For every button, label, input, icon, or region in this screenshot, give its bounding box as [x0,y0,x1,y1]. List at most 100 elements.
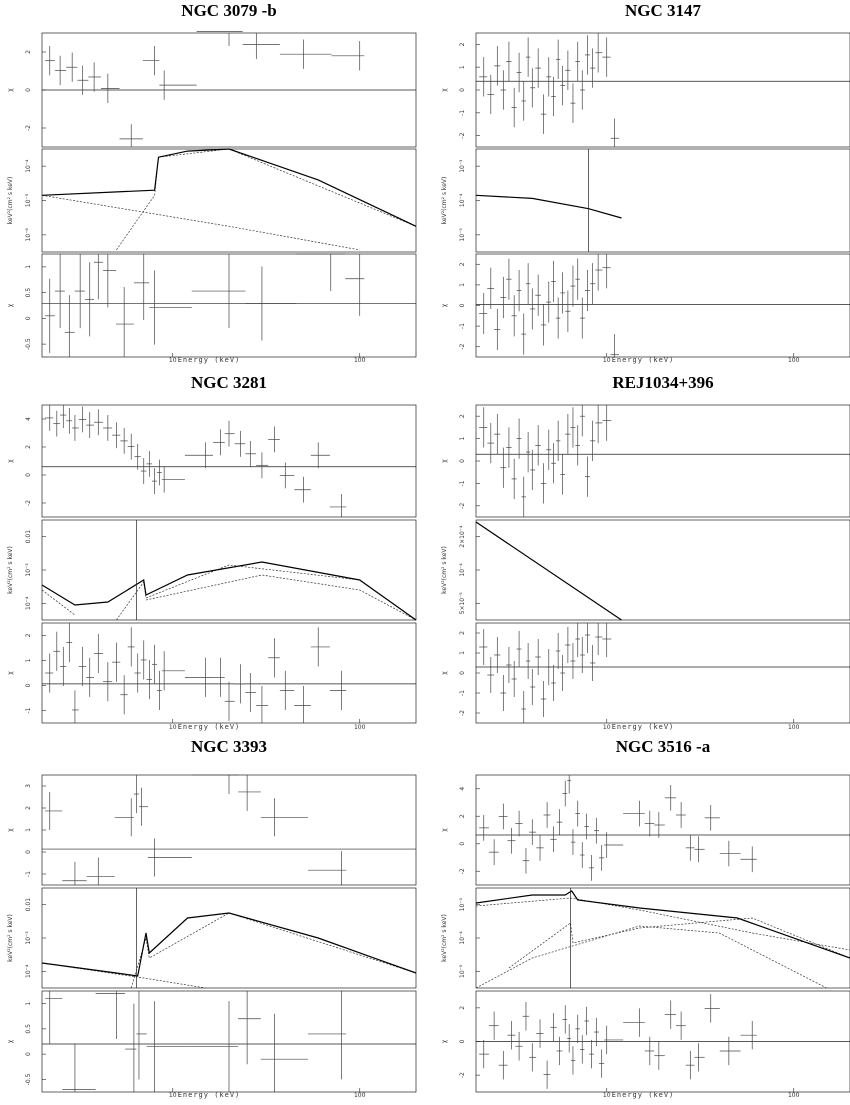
chart-title: NGC 3393 [191,737,267,756]
x-tick-label: 100 [354,1092,366,1099]
middle-y-axis-label: keV²(cm² s keV) [7,914,14,962]
x-tick-label: 10 [169,724,177,731]
middle-y-tick-label: 10⁻⁵ [25,193,32,207]
middle-y-tick-label: 10⁻³ [459,159,466,173]
model-component-line [508,917,850,969]
model-component-line [116,564,417,621]
bottom-y-tick-label: -1 [25,707,32,713]
model-total-line [475,521,622,621]
model-total-line [41,912,417,977]
chart-title: NGC 3516 -a [616,737,711,756]
x-tick-label: 10 [169,1092,177,1099]
bottom-y-tick-label: 1 [25,1002,32,1006]
x-tick-label: 10 [603,1092,611,1099]
bottom-y-axis-label: χ [441,671,448,675]
bottom-y-tick-label: -2 [459,1072,466,1078]
model-component-line [41,194,360,251]
middle-y-tick-label: 10⁻⁴ [459,563,466,577]
top-y-tick-label: 2 [459,814,466,818]
middle-panel-frame [41,887,417,989]
top-y-tick-label: 1 [459,65,466,69]
bottom-y-tick-label: 2 [459,262,466,266]
bottom-y-tick-label: 1 [25,658,32,662]
top-y-tick-label: 2 [459,414,466,418]
x-tick-label: 100 [354,724,366,731]
top-y-tick-label: 4 [459,787,466,791]
chart-title: NGC 3281 [191,373,267,392]
top-y-tick-label: -1 [459,480,466,486]
x-tick-label: 10 [603,724,611,731]
bottom-y-tick-label: 0.5 [25,1024,32,1034]
middle-y-tick-label: 10⁻³ [25,563,32,577]
bottom-y-tick-label: -0.5 [25,1073,32,1085]
middle-y-tick-label: 10⁻⁴ [459,193,466,207]
bottom-y-tick-label: -1 [459,323,466,329]
middle-y-tick-label: 10⁻⁵ [459,964,466,978]
bottom-y-tick-label: 0 [459,671,466,675]
chart-title: REJ1034+396 [612,373,713,392]
model-total-line [475,890,850,959]
model-total-line [41,148,417,227]
top-y-axis-label: χ [7,459,14,463]
model-component-line [41,962,206,989]
middle-y-tick-label: 10⁻⁵ [459,228,466,242]
x-axis-label: Energy (keV) [178,723,241,731]
top-y-tick-label: -2 [459,868,466,874]
bottom-y-tick-label: 1 [459,651,466,655]
top-y-tick-label: 1 [459,437,466,441]
bottom-y-tick-label: 2 [459,631,466,635]
bottom-y-tick-label: 0.5 [25,288,32,298]
top-panel-frame [475,774,850,886]
top-y-tick-label: 0 [25,473,32,477]
bottom-y-axis-label: χ [441,303,448,307]
bottom-y-axis-label: χ [7,1039,14,1043]
bottom-y-tick-label: -2 [459,710,466,716]
bottom-y-tick-label: 0 [459,303,466,307]
top-y-axis-label: χ [441,88,448,92]
top-y-tick-label: -1 [25,871,32,877]
bottom-y-axis-label: χ [7,303,14,307]
middle-panel-frame [475,148,850,253]
top-y-tick-label: -2 [25,500,32,506]
middle-y-tick-label: 2×10⁻⁴ [459,525,466,548]
bottom-y-tick-label: 2 [459,1006,466,1010]
top-y-tick-label: 3 [25,784,32,788]
model-total-line [475,194,622,219]
bottom-y-tick-label: 0 [25,683,32,687]
middle-y-tick-label: 10⁻⁶ [25,228,32,242]
bottom-y-tick-label: -1 [459,690,466,696]
top-y-tick-label: 4 [25,417,32,421]
middle-y-axis-label: keV²(cm² s keV) [7,177,14,225]
model-component-line [475,925,827,989]
middle-y-tick-label: 0.01 [25,898,32,912]
bottom-y-tick-label: 0 [25,316,32,320]
chart-title: NGC 3079 -b [181,1,276,20]
top-y-tick-label: 2 [25,50,32,54]
top-y-tick-label: 0 [459,88,466,92]
bottom-panel-frame [41,622,417,724]
top-y-tick-label: 0 [25,850,32,854]
top-y-axis-label: χ [7,88,14,92]
middle-y-tick-label: 10⁻⁴ [25,964,32,978]
bottom-y-axis-label: χ [7,671,14,675]
x-tick-label: 100 [354,357,366,364]
middle-y-tick-label: 5×10⁻⁵ [459,592,466,615]
x-tick-label: 100 [788,357,800,364]
model-total-line [41,561,417,621]
middle-y-axis-label: keV²(cm² s keV) [441,914,448,962]
chart-panel-2: NGC 3281 χ 4 2 0 -2 keV²(cm² s keV) 0.01 10⁻³ 10⁻… [7,373,417,731]
top-y-tick-label: 2 [25,445,32,449]
middle-y-axis-label: keV²(cm² s keV) [441,177,448,225]
model-component-line [130,912,417,989]
middle-y-tick-label: 10⁻³ [25,931,32,945]
top-y-axis-label: χ [441,459,448,463]
middle-panel-frame [475,519,850,621]
x-tick-label: 10 [603,357,611,364]
top-y-tick-label: -1 [459,110,466,116]
x-axis-label: Energy (keV) [612,356,675,364]
x-tick-label: 10 [169,357,177,364]
